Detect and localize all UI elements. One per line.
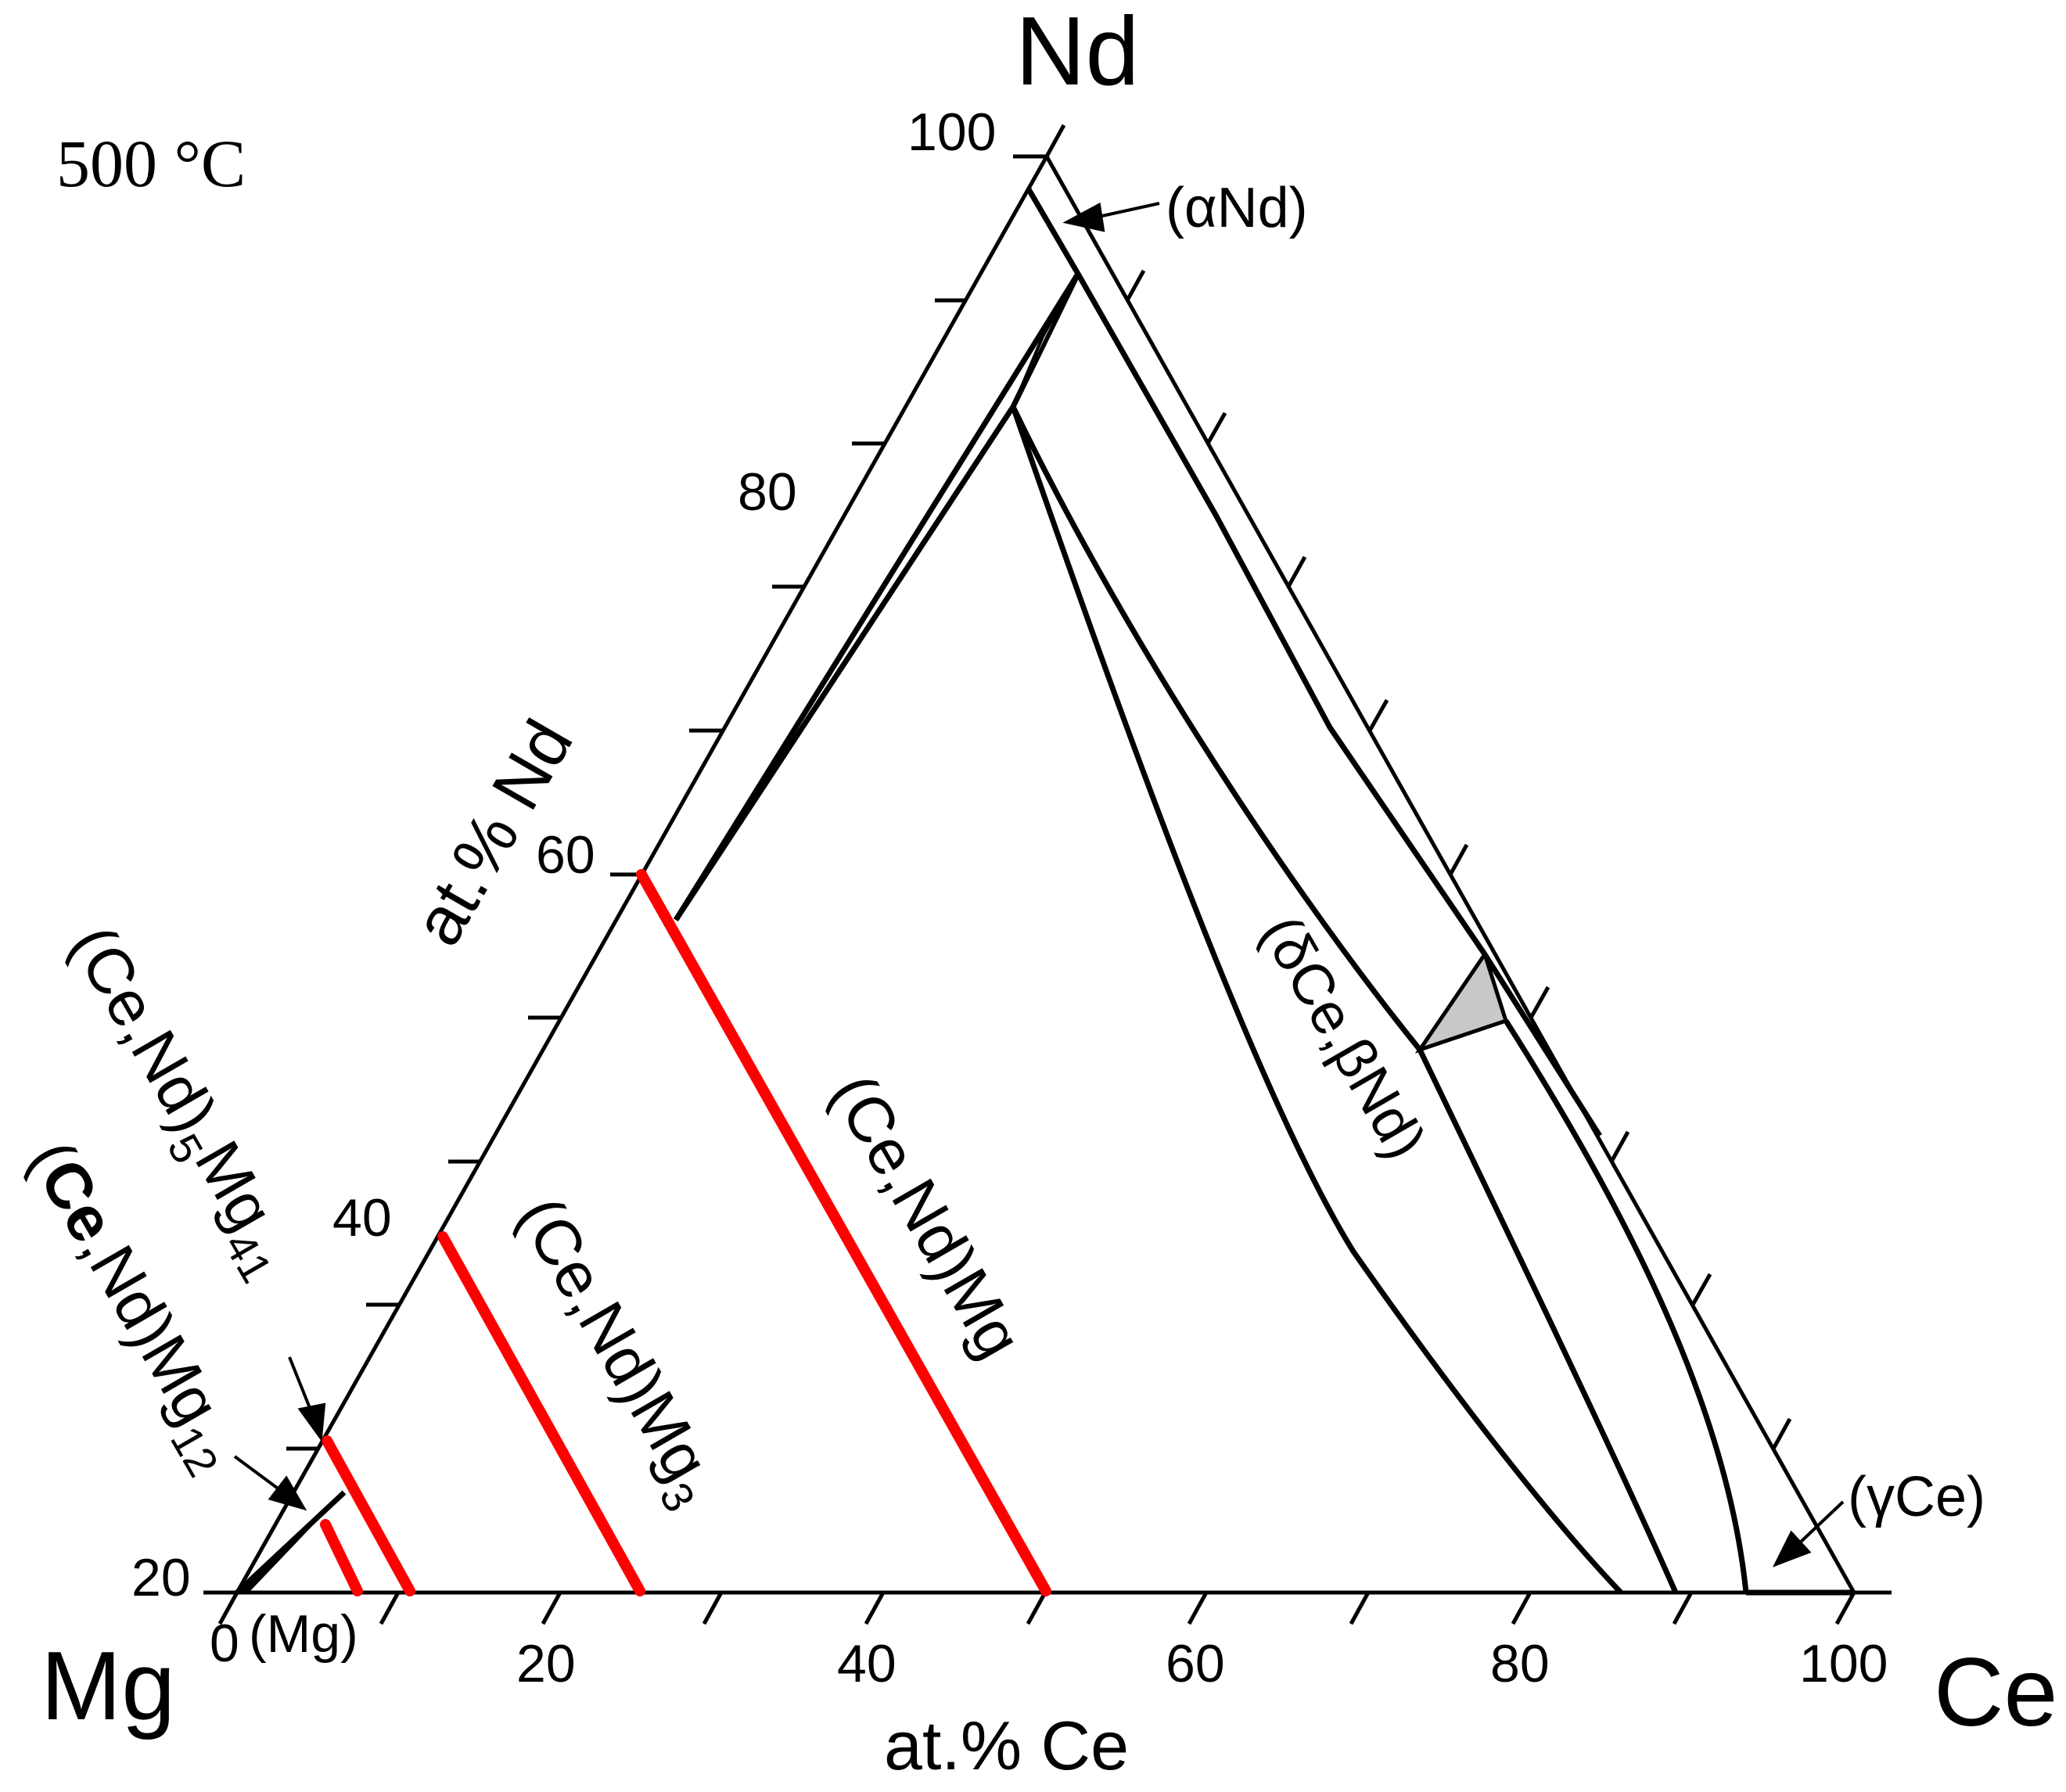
bottom-tick-0 [217, 1591, 239, 1625]
left-tick-label-40: 40 [332, 1188, 392, 1248]
alpha-nd-boundary [1026, 188, 1602, 1137]
right-tick-60 [1367, 698, 1389, 732]
mg41-arrowhead [297, 1402, 326, 1442]
left-tick-label-80: 80 [738, 462, 797, 522]
delta-beta-mid-boundary [1010, 405, 1422, 1052]
corner-label-ce: Ce [1934, 1639, 2058, 1747]
mg12-arrow-line [233, 1455, 282, 1492]
compound-line-ce-nd-5mg41 [322, 1435, 415, 1596]
right-tick-20 [1691, 1273, 1712, 1306]
gamma-ce-arrowhead [1772, 1530, 1812, 1568]
bottom-tick-label-80: 80 [1490, 1634, 1550, 1693]
three-phase-region-top [1011, 273, 1080, 408]
tick-marks [203, 124, 1856, 1625]
bottom-tick-10 [379, 1591, 401, 1625]
right-tick-30 [1609, 1130, 1630, 1163]
bottom-tick-label-100: 100 [1799, 1634, 1888, 1693]
left-tick-label-100: 100 [907, 102, 996, 162]
delta-beta-left-boundary [1010, 405, 1623, 1595]
mg12-arrowhead [268, 1475, 307, 1511]
temperature-label: 500 °C [56, 126, 246, 201]
three-phase-region-right [1414, 950, 1509, 1054]
alpha-nd-arrow-line [1094, 202, 1160, 219]
right-tick-70 [1286, 555, 1307, 588]
axis-title-ce: at.% Ce [884, 1707, 1129, 1784]
corner-label-mg: Mg [41, 1632, 175, 1740]
mg-nd-compound-boundary-1 [674, 272, 1080, 921]
label-arrows [233, 202, 1845, 1568]
compound-line-ce-nd-mg3 [437, 1231, 645, 1596]
bottom-tick-90 [1672, 1591, 1694, 1625]
phase-label-ce-nd-mg3: (Ce,Nd)Mg3 [494, 1186, 735, 1521]
bottom-tick-20 [541, 1591, 562, 1625]
two-phase-right-boundary-2 [1504, 1019, 1749, 1593]
bottom-tick-label-60: 60 [1166, 1634, 1225, 1693]
alpha-nd-arrowhead [1062, 202, 1105, 232]
mg-side-boundary [235, 1490, 347, 1595]
right-tick-40 [1529, 986, 1550, 1019]
phase-label-ce-nd-5mg41-prefix: (Ce,Nd) [56, 914, 230, 1144]
bottom-tick-60 [1187, 1591, 1209, 1625]
right-tick-100 [1044, 124, 1066, 158]
right-tick-10 [1771, 1417, 1792, 1450]
bottom-tick-80 [1511, 1591, 1532, 1625]
right-tick-90 [1125, 269, 1146, 302]
phase-label-alpha-nd: (αNd) [1166, 177, 1308, 239]
phase-label-ce-nd-mg3-main: (Ce,Nd)Mg [504, 1186, 722, 1493]
bottom-tick-100 [1834, 1591, 1856, 1625]
phase-label-mg: (Mg) [249, 1604, 358, 1664]
bottom-tick-40 [864, 1591, 886, 1625]
mg41-arrow-line [288, 1356, 313, 1413]
left-tick-label-20: 20 [131, 1548, 191, 1607]
two-phase-right-boundary-1 [1417, 1048, 1679, 1594]
bottom-tick-label-0: 0 [210, 1614, 239, 1673]
bottom-tick-30 [702, 1591, 724, 1625]
phase-label-ce-nd-mg12-rest: ,Nd)Mg [66, 1219, 233, 1436]
bottom-tick-label-20: 20 [516, 1634, 576, 1693]
right-tick-80 [1205, 411, 1227, 445]
phase-label-gamma-ce: (γCe) [1848, 1466, 1985, 1528]
compound-line-ce-nd-mg [636, 869, 1051, 1596]
bottom-tick-label-40: 40 [837, 1634, 896, 1693]
phase-label-ce-nd-mg: (Ce,Nd)Mg [817, 1063, 1035, 1370]
corner-label-nd: Nd [1015, 0, 1140, 106]
bottom-tick-50 [1026, 1591, 1047, 1625]
bottom-tick-70 [1349, 1591, 1371, 1625]
compound-line-ce-nd-mg12 [320, 1519, 363, 1596]
gamma-ce-arrow-line [1798, 1500, 1845, 1545]
right-tick-50 [1448, 843, 1469, 876]
compound-lines [320, 869, 1051, 1596]
left-tick-label-60: 60 [536, 825, 595, 885]
